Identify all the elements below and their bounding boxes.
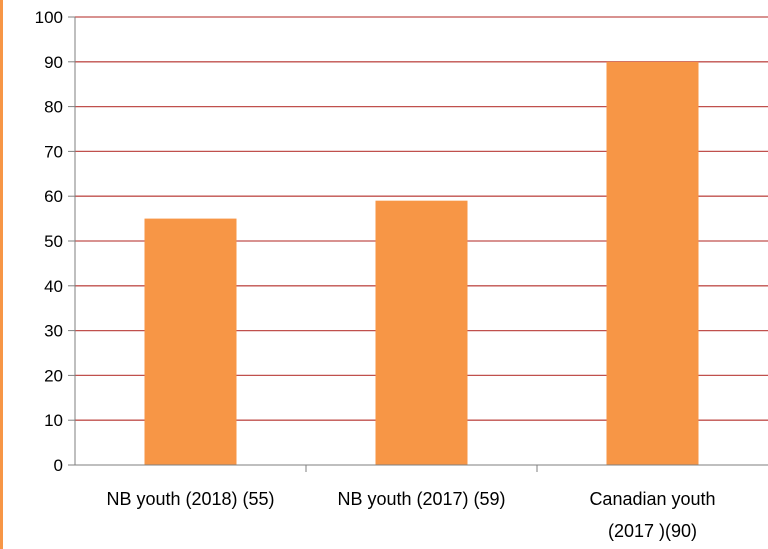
- y-tick-label-20: 20: [44, 366, 63, 385]
- frame-accent-border: [0, 0, 3, 549]
- y-tick-label-0: 0: [54, 456, 63, 475]
- x-category-label-line: (2017 )(90): [608, 521, 697, 541]
- y-tick-label-60: 60: [44, 187, 63, 206]
- y-tick-label-90: 90: [44, 53, 63, 72]
- axes: [68, 16, 768, 472]
- x-category-label-line: NB youth (2017) (59): [337, 489, 505, 509]
- bar-2: [606, 61, 699, 466]
- y-tick-label-10: 10: [44, 411, 63, 430]
- x-category-label-line: NB youth (2018) (55): [106, 489, 274, 509]
- y-tick-label-70: 70: [44, 142, 63, 161]
- bar-0: [144, 218, 237, 465]
- x-category-label-2: Canadian youth (2017 )(90): [589, 489, 715, 541]
- x-category-labels: NB youth (2018) (55) NB youth (2017) (59)…: [106, 489, 715, 541]
- x-category-label-1: NB youth (2017) (59): [337, 489, 505, 509]
- y-tick-label-80: 80: [44, 98, 63, 117]
- y-tick-labels: 0 10 20 30 40 50 60 70 80 90 100: [35, 8, 63, 475]
- bar-1: [375, 200, 468, 465]
- y-tick-label-100: 100: [35, 8, 63, 27]
- x-category-label-0: NB youth (2018) (55): [106, 489, 274, 509]
- bars: [144, 61, 699, 466]
- y-tick-label-50: 50: [44, 232, 63, 251]
- y-tick-label-30: 30: [44, 322, 63, 341]
- x-category-label-line: Canadian youth: [589, 489, 715, 509]
- y-tick-label-40: 40: [44, 277, 63, 296]
